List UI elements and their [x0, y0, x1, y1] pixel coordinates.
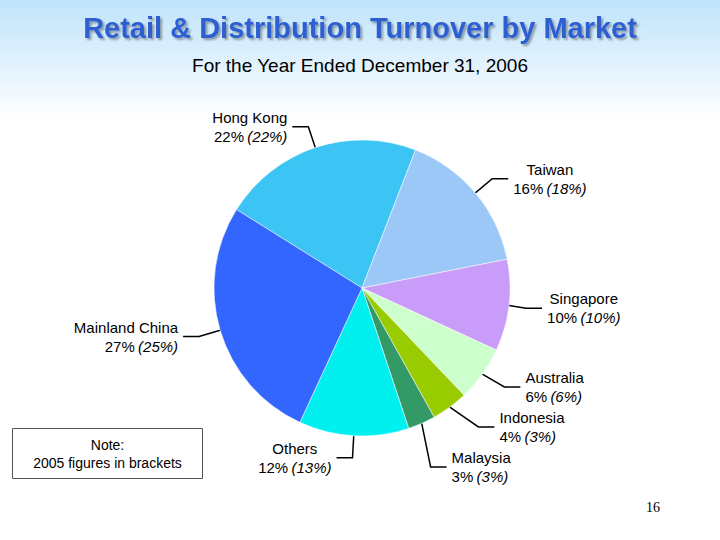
svg-text:Mainland China: Mainland China — [74, 319, 179, 336]
svg-text:(6%): (6%) — [550, 388, 582, 405]
svg-text:12%: 12% — [258, 459, 288, 476]
svg-text:6%: 6% — [525, 388, 547, 405]
svg-text:(13%): (13%) — [291, 459, 331, 476]
svg-text:(18%): (18%) — [547, 180, 587, 197]
svg-text:(10%): (10%) — [580, 309, 620, 326]
svg-text:Australia: Australia — [525, 369, 584, 386]
svg-text:16: 16 — [646, 500, 660, 515]
svg-text:Taiwan: Taiwan — [527, 161, 574, 178]
svg-text:27%: 27% — [105, 338, 135, 355]
svg-text:4%: 4% — [499, 428, 521, 445]
svg-text:For the Year Ended December 31: For the Year Ended December 31, 2006 — [192, 55, 528, 76]
svg-text:Others: Others — [272, 440, 317, 457]
svg-text:2005 figures in brackets: 2005 figures in brackets — [33, 455, 182, 471]
svg-text:Hong Kong: Hong Kong — [212, 109, 287, 126]
svg-text:Indonesia: Indonesia — [499, 409, 565, 426]
svg-text:Retail & Distribution Turnover: Retail & Distribution Turnover by Market — [83, 12, 637, 44]
svg-text:22%: 22% — [214, 128, 244, 145]
svg-text:Singapore: Singapore — [550, 290, 618, 307]
svg-text:(25%): (25%) — [138, 338, 178, 355]
svg-text:Note:: Note: — [91, 437, 124, 453]
svg-text:(3%): (3%) — [477, 468, 509, 485]
svg-text:3%: 3% — [452, 468, 474, 485]
svg-text:16%: 16% — [513, 180, 543, 197]
svg-text:(3%): (3%) — [524, 428, 556, 445]
svg-text:10%: 10% — [547, 309, 577, 326]
svg-text:Malaysia: Malaysia — [452, 449, 512, 466]
svg-text:(22%): (22%) — [247, 128, 287, 145]
